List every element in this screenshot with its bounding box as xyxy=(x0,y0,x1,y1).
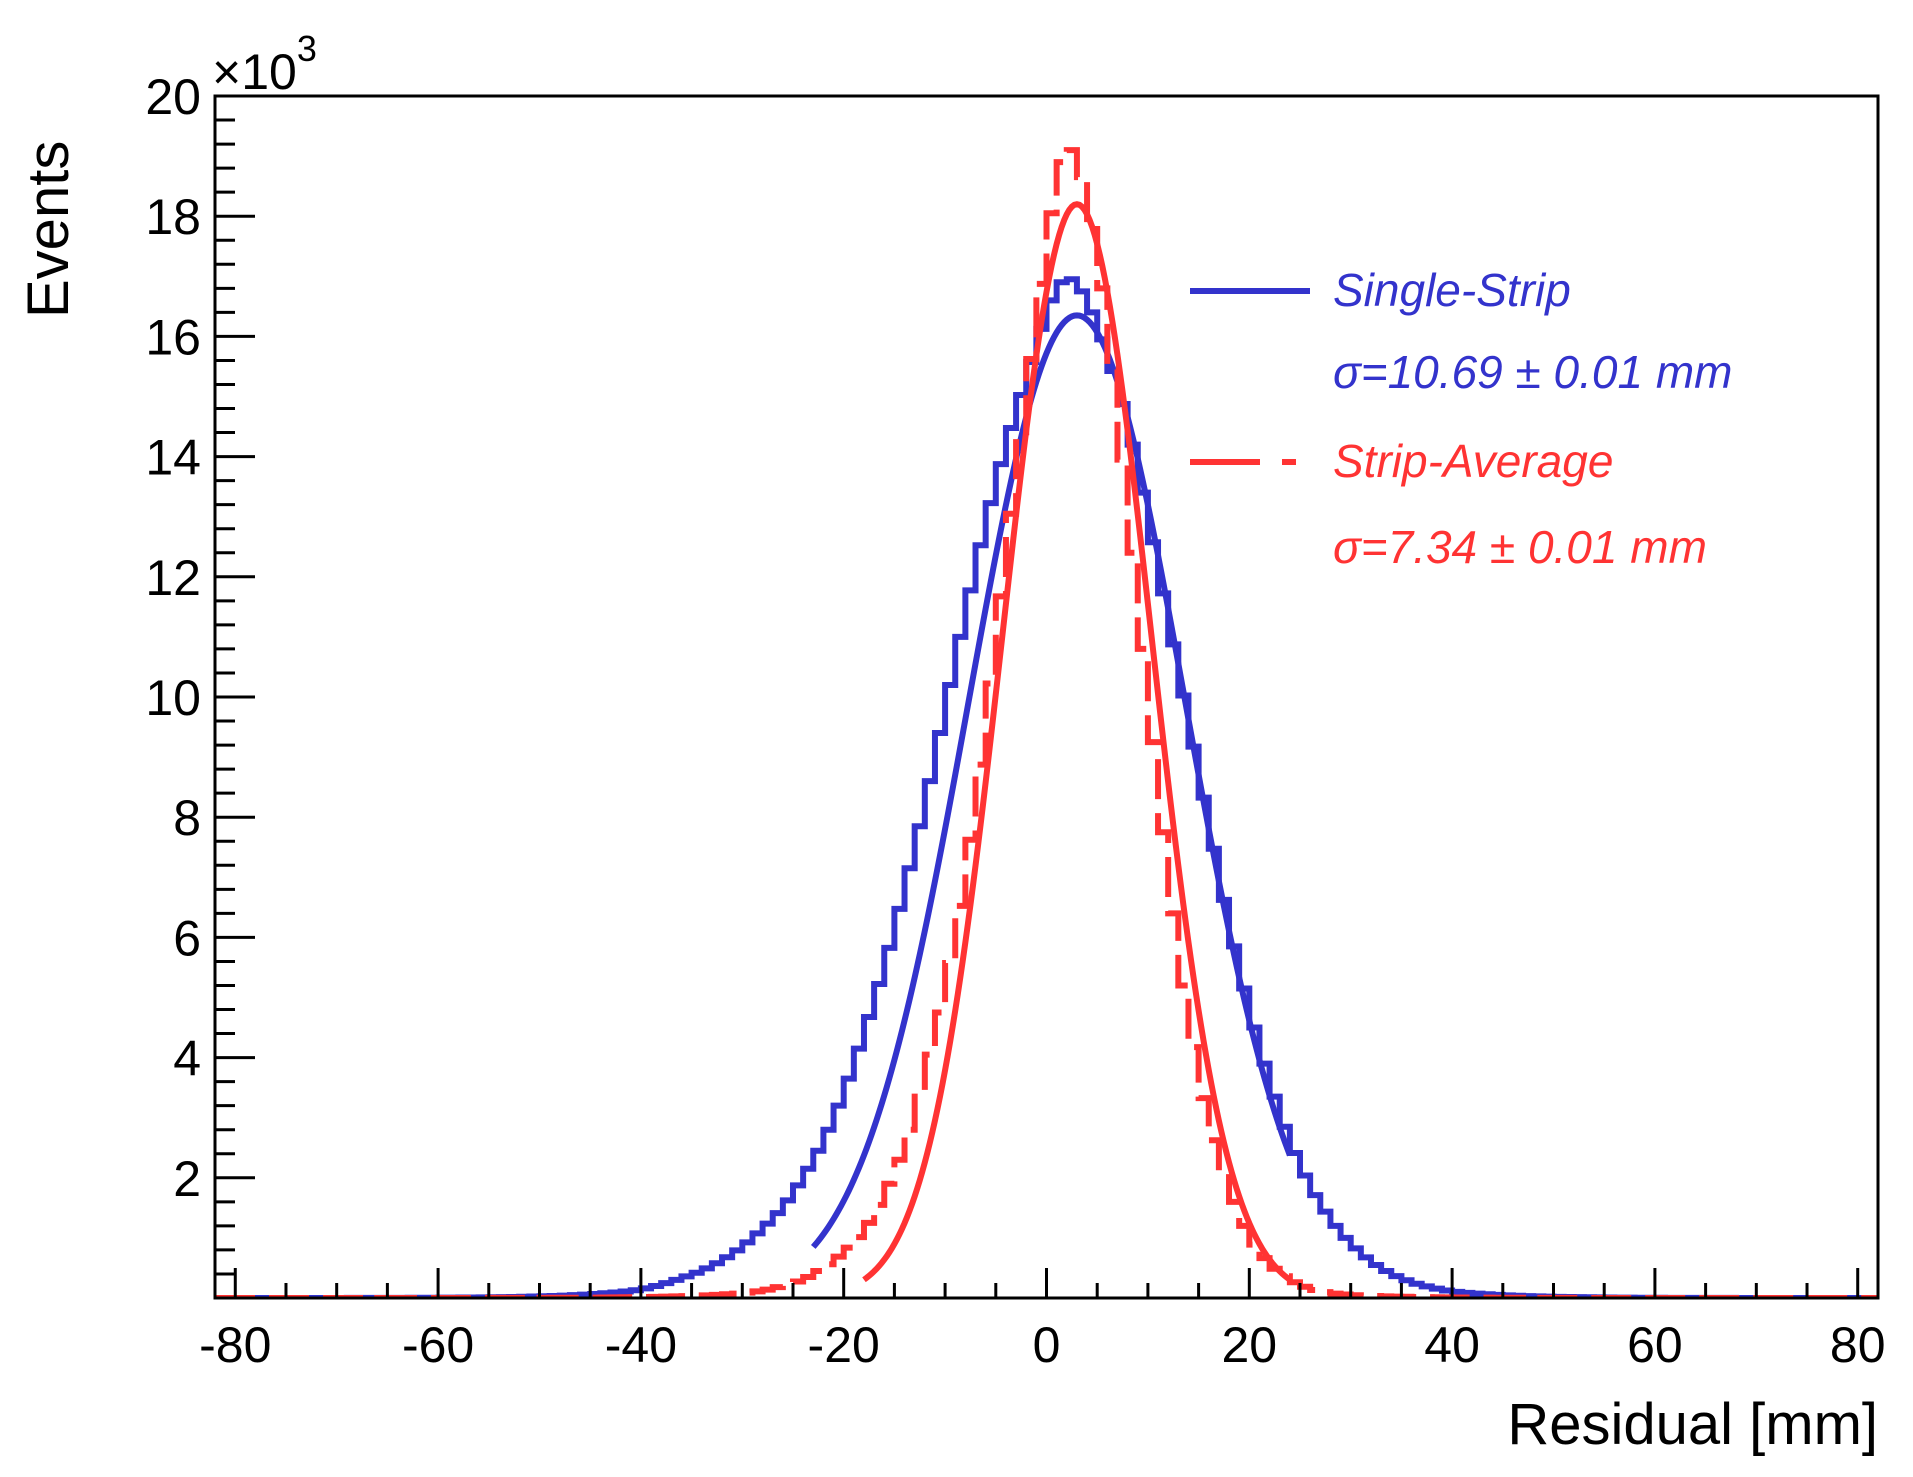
x-tick-label: -60 xyxy=(402,1317,474,1373)
fit-curve-strip-average xyxy=(862,201,1292,1283)
y-tick-label: 4 xyxy=(173,1031,201,1087)
y-tick-labels: 2 4 6 8 10 12 14 16 18 20 xyxy=(145,69,201,1207)
x-tick-label: -80 xyxy=(199,1317,271,1373)
y-tick-label: 10 xyxy=(145,670,201,726)
x-tick-label: 0 xyxy=(1033,1317,1061,1373)
y-tick-label: 8 xyxy=(173,790,201,846)
y-tick-label: 12 xyxy=(145,550,201,606)
y-tick-label: 16 xyxy=(145,309,201,365)
x-tick-label: 40 xyxy=(1424,1317,1480,1373)
y-axis-title: Events xyxy=(16,141,81,318)
y-tick-label: 6 xyxy=(173,910,201,966)
y-multiplier-label: ×103 xyxy=(212,28,317,100)
x-tick-label: -40 xyxy=(605,1317,677,1373)
x-tick-label: -20 xyxy=(808,1317,880,1373)
y-tick-label: 2 xyxy=(173,1151,201,1207)
x-tick-label: 60 xyxy=(1627,1317,1683,1373)
x-tick-label: 80 xyxy=(1830,1317,1886,1373)
legend-label-strip-average: Strip-Average xyxy=(1333,435,1613,487)
legend-annotation-strip-average: σ=7.34 ± 0.01 mm xyxy=(1333,521,1707,573)
legend-label-single-strip: Single-Strip xyxy=(1333,264,1571,316)
legend-annotation-single-strip: σ=10.69 ± 0.01 mm xyxy=(1333,346,1732,398)
y-tick-label: 18 xyxy=(145,189,201,245)
y-tick-label: 20 xyxy=(145,69,201,125)
legend: Single-Strip σ=10.69 ± 0.01 mm Strip-Ave… xyxy=(1190,264,1732,573)
plot-frame xyxy=(213,94,1880,1300)
tick-layer xyxy=(215,94,1860,1300)
x-axis-title: Residual [mm] xyxy=(1507,1392,1878,1457)
fit-curve-single-strip xyxy=(810,312,1293,1249)
x-tick-label: 20 xyxy=(1221,1317,1277,1373)
x-tick-labels: -80 -60 -40 -20 0 20 40 60 80 xyxy=(199,1317,1885,1373)
y-tick-label: 14 xyxy=(145,430,201,486)
